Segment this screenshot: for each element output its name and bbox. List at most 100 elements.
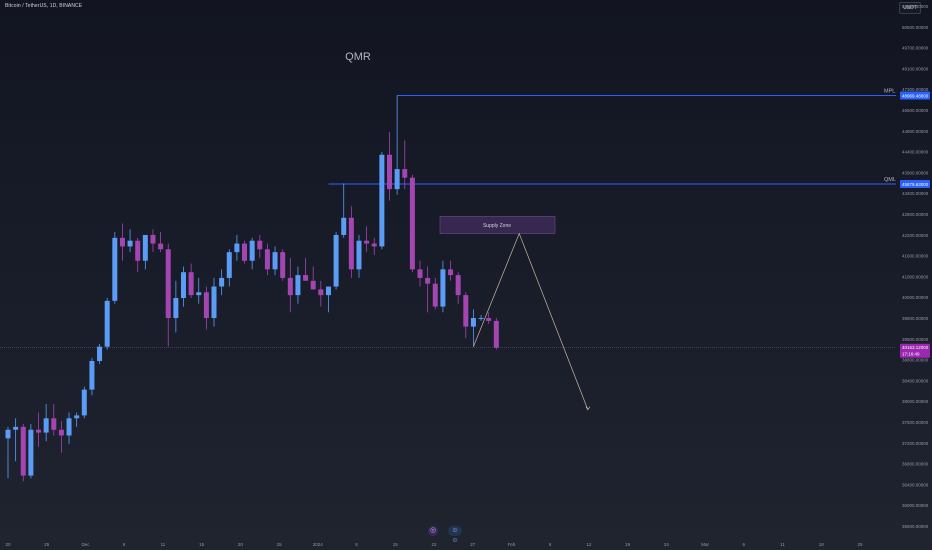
candle-body bbox=[66, 418, 72, 436]
x-tick-label: 2024 bbox=[313, 542, 324, 547]
candle-body bbox=[81, 389, 87, 416]
candle-body bbox=[264, 249, 270, 270]
candle-body bbox=[493, 320, 499, 348]
candle-body bbox=[257, 240, 263, 250]
y-tick-label: 39500.00000 bbox=[902, 337, 929, 342]
y-tick-label: 43900.00000 bbox=[902, 170, 929, 175]
candle-body bbox=[409, 177, 415, 270]
y-tick-label: 39600.00000 bbox=[902, 316, 929, 321]
candle-body bbox=[387, 154, 392, 190]
candle-body bbox=[104, 300, 110, 347]
y-tick-label: 38000.00000 bbox=[902, 399, 929, 404]
x-tick-label: 27 bbox=[470, 542, 476, 547]
candle-body bbox=[13, 426, 19, 430]
candle-body bbox=[165, 249, 171, 319]
y-tick-label: 44400.00000 bbox=[902, 150, 929, 155]
symbol-title: Bitcoin / TetherUS, 1D, BINANCE bbox=[5, 3, 83, 9]
candle-body bbox=[364, 240, 370, 244]
candle-body bbox=[318, 289, 324, 296]
projection-arrowhead bbox=[585, 406, 591, 411]
candle-body bbox=[371, 243, 377, 247]
candle-body bbox=[280, 252, 286, 278]
y-tick-label: 44900.00000 bbox=[902, 129, 929, 134]
level-price-tag bbox=[900, 91, 930, 100]
chart-title: QMR bbox=[345, 51, 371, 63]
candle-body bbox=[51, 418, 57, 430]
y-axis[interactable]: 51500.00000 50500.00000 49700.00000 48100.0… bbox=[902, 4, 929, 529]
candle-body bbox=[348, 217, 354, 270]
x-tick-label: 24 bbox=[664, 542, 670, 547]
x-tick-label: Feb bbox=[508, 542, 516, 547]
x-tick-label: 18 bbox=[819, 542, 825, 547]
candle-body bbox=[89, 360, 95, 390]
x-tick-label: 6 bbox=[123, 542, 126, 547]
x-tick-label: 12 bbox=[586, 542, 592, 547]
x-tick-label: Mar bbox=[701, 542, 709, 547]
y-tick-label: 47300.00000 bbox=[902, 87, 929, 92]
candle-body bbox=[478, 318, 484, 320]
y-tick-label: 37200.00000 bbox=[902, 441, 929, 446]
candle-body bbox=[325, 286, 331, 296]
x-tick-label: 15 bbox=[199, 542, 205, 547]
candle-body bbox=[455, 275, 461, 296]
level-price-tag bbox=[900, 180, 930, 188]
x-tick-label: 19 bbox=[625, 542, 631, 547]
candle-body bbox=[402, 169, 408, 178]
candle-body bbox=[196, 292, 202, 296]
y-tick-label: 48100.00000 bbox=[902, 66, 929, 71]
y-tick-label: 36400.00000 bbox=[902, 482, 929, 487]
candle-body bbox=[43, 418, 49, 433]
candle-body bbox=[180, 272, 186, 298]
y-tick-label: 40000.00000 bbox=[902, 295, 929, 300]
x-tick-label: 11 bbox=[161, 542, 166, 547]
candle-body bbox=[448, 269, 454, 276]
level-layer: MPL 48969.48000 QML 45879.63000 40163.12000 1… bbox=[0, 89, 930, 358]
projection-path bbox=[473, 232, 589, 410]
x-tick-label: Dec bbox=[81, 542, 90, 547]
x-tick-label: 15 bbox=[393, 542, 399, 547]
emoji-icon[interactable]: ☺☺ bbox=[448, 526, 462, 544]
candle-body bbox=[112, 237, 118, 301]
y-tick-label: 46500.00000 bbox=[902, 108, 929, 113]
x-tick-label: 25 bbox=[277, 542, 283, 547]
candle-layer bbox=[5, 95, 499, 482]
x-axis[interactable]: 20 25 Dec 6 11 15 20 25 2024 8 15 22 27 Feb 6 12 19 24 Mar… bbox=[5, 542, 863, 547]
candle-body bbox=[470, 318, 476, 327]
candle-body bbox=[188, 272, 194, 296]
candle-body bbox=[463, 295, 469, 327]
candle-body bbox=[417, 269, 423, 278]
current-price-label: 40163.12000 bbox=[902, 345, 929, 350]
candle-body bbox=[97, 346, 103, 361]
y-tick-label: 41600.00000 bbox=[902, 254, 929, 259]
y-tick-label: 38800.00000 bbox=[902, 358, 929, 363]
candle-body bbox=[356, 240, 362, 270]
candle-body bbox=[173, 297, 179, 319]
candle-body bbox=[394, 169, 400, 190]
bottom-toolbar: ◎ ☺☺ bbox=[428, 526, 462, 544]
x-tick-label: 25 bbox=[44, 542, 50, 547]
candle-body bbox=[58, 429, 64, 436]
current-price-tag bbox=[900, 343, 930, 358]
candle-body bbox=[219, 277, 225, 287]
candle-body bbox=[234, 243, 240, 253]
x-tick-label: 25 bbox=[857, 542, 863, 547]
candle-body bbox=[242, 243, 248, 261]
supply-zone-label: Supply Zone bbox=[483, 223, 511, 229]
candle-body bbox=[142, 234, 148, 261]
candle-body bbox=[74, 415, 80, 419]
candle-body bbox=[425, 277, 431, 284]
x-tick-label: 11 bbox=[780, 542, 785, 547]
y-tick-label: 36800.00000 bbox=[902, 462, 929, 467]
indicator-icon[interactable]: ◎ bbox=[428, 526, 438, 536]
candle-body bbox=[303, 275, 309, 281]
countdown-label: 17:16:49 bbox=[902, 352, 920, 357]
currency-button[interactable]: USDT bbox=[899, 2, 921, 14]
candle-body bbox=[20, 426, 26, 476]
level-name: MPL bbox=[884, 89, 895, 95]
candle-body bbox=[158, 243, 164, 250]
y-tick-label: 41000.00000 bbox=[902, 274, 929, 279]
supply-zone[interactable] bbox=[439, 216, 556, 234]
candle-body bbox=[36, 429, 42, 433]
y-tick-label: 35600.00000 bbox=[902, 524, 929, 529]
